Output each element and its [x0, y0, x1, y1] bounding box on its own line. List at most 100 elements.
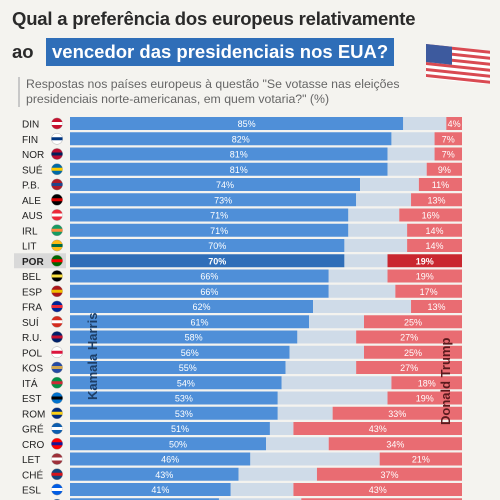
flag-stripe	[51, 442, 63, 446]
bar-trump	[379, 452, 462, 466]
category-label: CRO	[22, 440, 44, 451]
bar-trump	[434, 132, 462, 146]
flag-stripe	[51, 320, 63, 324]
data-label-harris: 61%	[191, 317, 209, 327]
category-label: ROM	[22, 409, 45, 420]
bar-undecided	[281, 376, 392, 390]
flag-stripe	[51, 244, 63, 247]
category-label: KOS	[22, 364, 43, 375]
subtitle: Respostas nos países europeus à questão …	[18, 77, 408, 107]
bar-harris	[70, 406, 278, 420]
category-label: FIN	[22, 135, 38, 146]
bar-trump	[356, 361, 462, 374]
data-label-harris: 53%	[175, 394, 193, 404]
data-label-harris: 71%	[210, 211, 228, 221]
flag-stripe	[51, 198, 63, 202]
bar-undecided	[348, 208, 400, 222]
category-label: ESP	[22, 287, 42, 298]
bar-undecided	[266, 437, 329, 451]
bar-trump	[407, 223, 462, 237]
bar-trump	[293, 483, 462, 496]
bar-trump	[356, 330, 462, 344]
bar-trump	[407, 239, 462, 252]
data-label-harris: 85%	[238, 119, 256, 129]
title-highlight: vencedor das presidenciais nos EUA?	[46, 38, 395, 66]
data-label-trump: 27%	[400, 333, 418, 343]
bar-undecided	[289, 345, 364, 359]
bar-harris	[70, 452, 251, 466]
data-label-trump: 19%	[416, 394, 434, 404]
category-label: BEL	[22, 272, 41, 283]
bar-trump	[411, 300, 462, 313]
bar-harris	[70, 330, 298, 344]
data-label-harris: 82%	[232, 134, 250, 144]
series-label-harris: Kamala Harris	[85, 313, 100, 400]
data-label-harris: 71%	[210, 226, 228, 236]
flag-stripe	[51, 488, 63, 491]
category-label: EST	[22, 394, 41, 405]
data-label-trump: 17%	[420, 287, 438, 297]
bar-trump	[316, 467, 462, 481]
flag-stripe	[51, 396, 63, 400]
flag-stripe	[51, 289, 63, 293]
bar-trump	[395, 284, 462, 298]
category-label: R.U.	[22, 333, 42, 344]
data-label-trump: 7%	[442, 150, 455, 160]
flag-stripe	[51, 259, 63, 263]
data-label-harris: 66%	[200, 287, 218, 297]
data-label-trump: 19%	[416, 256, 434, 266]
category-label: SUÉ	[22, 163, 43, 176]
bar-harris	[70, 315, 310, 329]
bar-harris	[70, 498, 219, 500]
data-label-harris: 55%	[179, 363, 197, 373]
data-label-trump: 25%	[404, 348, 422, 358]
bar-trump	[411, 193, 462, 207]
data-label-harris: 46%	[161, 455, 179, 465]
flag-stripe	[51, 167, 63, 171]
flag-stripe	[51, 274, 63, 278]
category-label: NOR	[22, 150, 44, 161]
data-label-trump: 7%	[442, 134, 455, 144]
category-label: SUÍ	[22, 316, 39, 329]
bar-harris	[70, 376, 282, 390]
bar-undecided	[238, 467, 317, 481]
bar-harris	[70, 467, 239, 481]
data-label-trump: 4%	[448, 119, 461, 129]
bar-undecided	[344, 239, 408, 252]
data-label-harris: 43%	[155, 470, 173, 480]
data-label-trump: 27%	[400, 363, 418, 373]
data-label-trump: 13%	[428, 195, 446, 205]
bar-trump	[418, 178, 462, 191]
bar-undecided	[356, 193, 412, 207]
bar-harris	[70, 422, 270, 435]
bar-undecided	[387, 147, 435, 161]
bar-harris	[70, 193, 357, 207]
bar-undecided	[348, 223, 408, 237]
category-label: LET	[22, 455, 40, 466]
bar-harris	[70, 239, 345, 252]
bar-trump	[387, 391, 462, 405]
bar-trump	[434, 147, 462, 161]
bar-harris	[70, 223, 349, 237]
category-label: GRÉ	[22, 423, 44, 436]
us-flag-icon	[426, 44, 490, 84]
data-label-trump: 37%	[380, 470, 398, 480]
bar-undecided	[328, 284, 396, 298]
bar-trump	[293, 422, 462, 435]
bar-undecided	[328, 269, 388, 283]
bar-harris	[70, 178, 361, 191]
bar-harris	[70, 208, 349, 222]
bar-trump	[446, 117, 462, 130]
bar-harris	[70, 483, 231, 496]
bar-trump	[328, 437, 462, 451]
flag-stripe	[51, 472, 63, 476]
data-label-trump: 18%	[418, 378, 436, 388]
bar-harris	[70, 147, 388, 161]
data-label-harris: 41%	[151, 485, 169, 495]
category-label: LIT	[22, 242, 36, 253]
data-label-trump: 43%	[369, 424, 387, 434]
bar-trump	[332, 406, 462, 420]
data-label-trump: 14%	[426, 226, 444, 236]
flag-stripe	[51, 305, 63, 308]
